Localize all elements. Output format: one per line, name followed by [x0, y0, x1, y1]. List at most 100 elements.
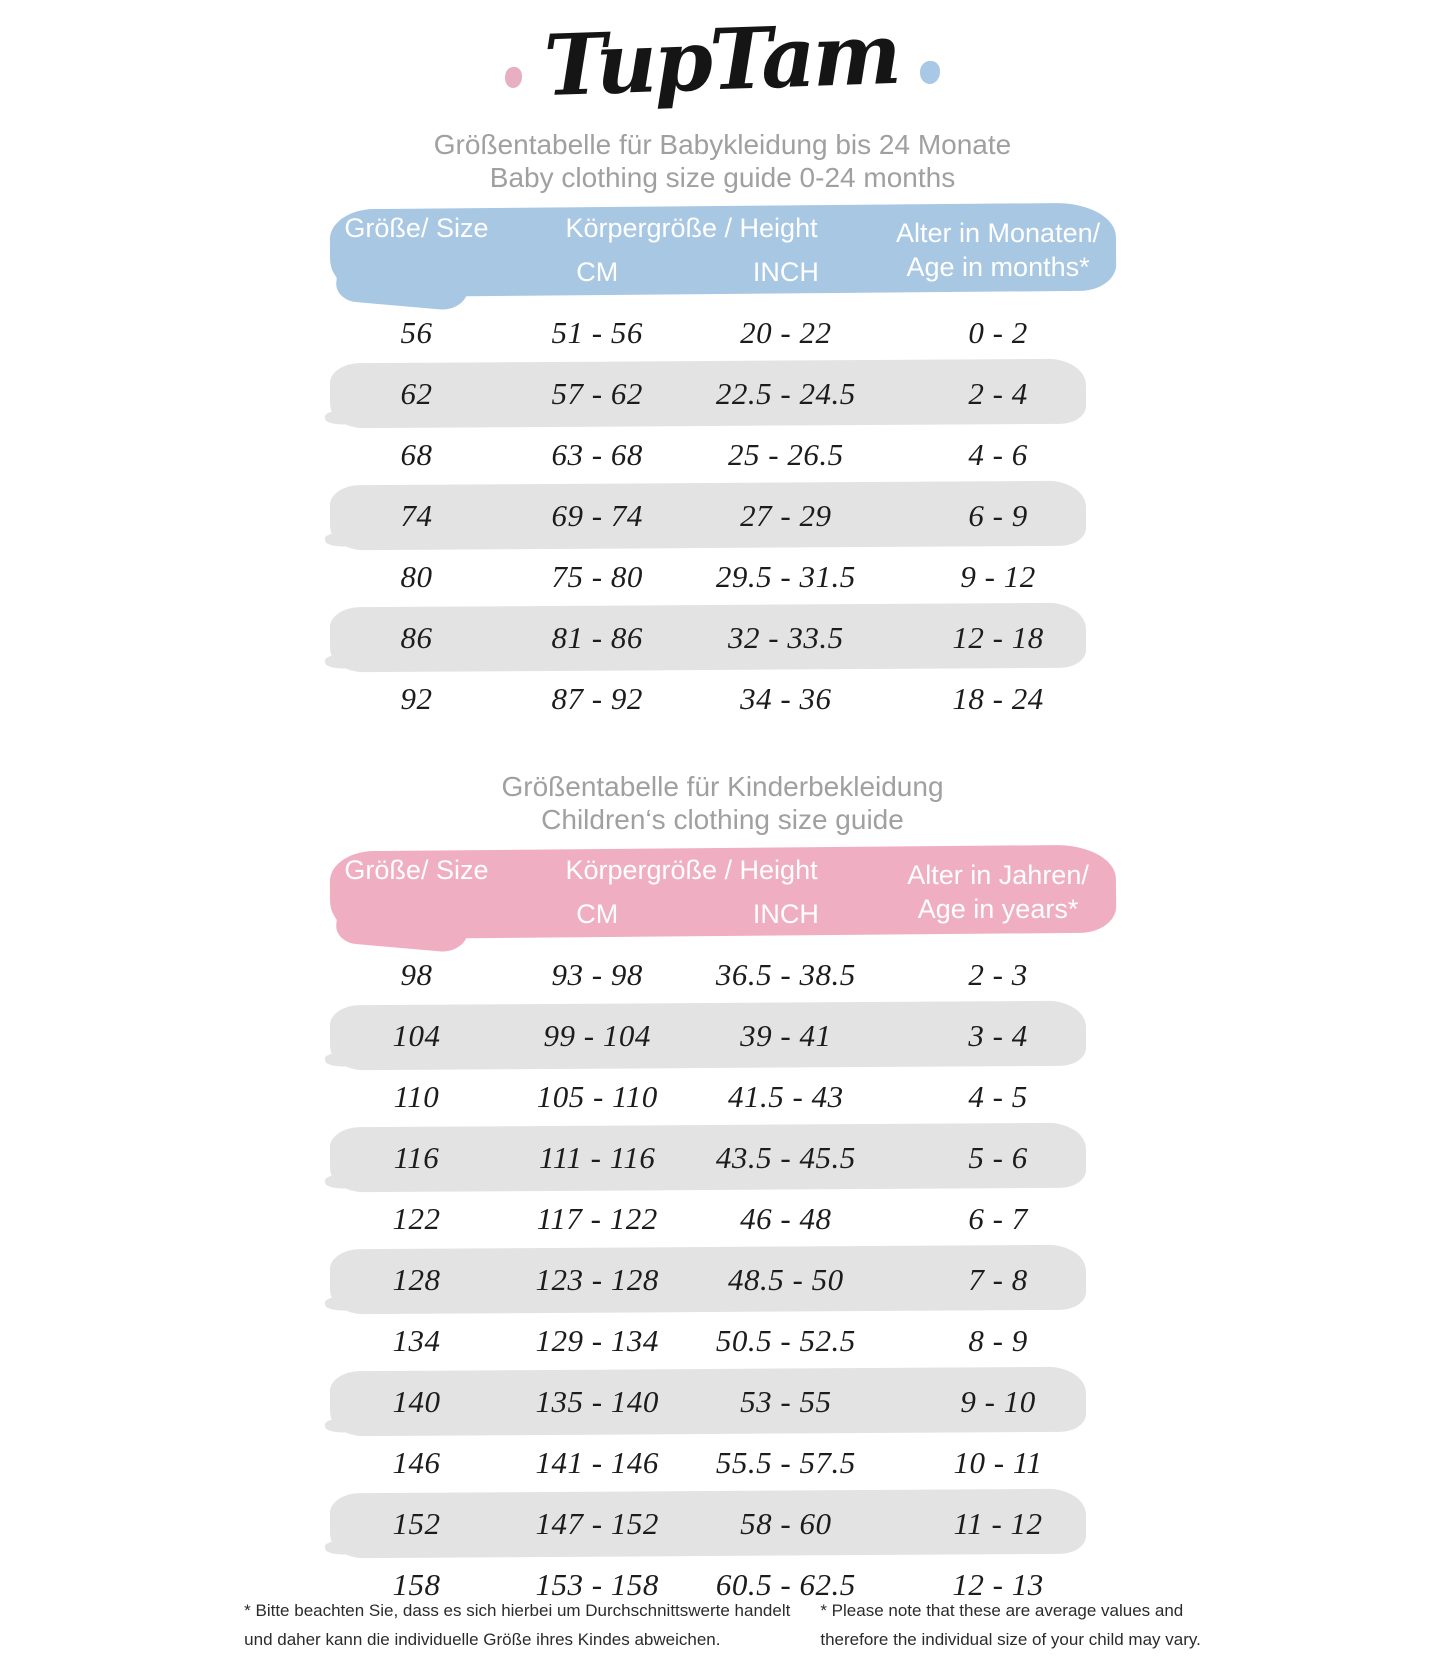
table-row: 134 129 - 134 50.5 - 52.5 8 - 9: [330, 1310, 1116, 1371]
age-cell: 7 - 8: [968, 1261, 1028, 1297]
inch-cell: 22.5 - 24.5: [715, 375, 856, 411]
size-cell: 62: [400, 375, 433, 411]
size-cell: 74: [400, 497, 433, 533]
inch-cell: 60.5 - 62.5: [715, 1566, 856, 1602]
baby-table-title: Größentabelle für Babykleidung bis 24 Mo…: [0, 128, 1445, 194]
size-cell: 56: [400, 314, 433, 350]
age-cell: 8 - 9: [968, 1322, 1028, 1358]
header-inch-label: INCH: [752, 898, 819, 929]
size-cell: 134: [392, 1322, 441, 1358]
children-table-title: Größentabelle für Kinderbekleidung Child…: [0, 770, 1445, 836]
table-row: 146 141 - 146 55.5 - 57.5 10 - 11: [330, 1432, 1116, 1493]
age-cell: 10 - 11: [953, 1444, 1043, 1480]
age-cell: 9 - 12: [960, 558, 1036, 594]
children-size-table: Größe/ Size Körpergröße / Height CM INCH…: [330, 848, 1116, 1615]
header-age-label: Alter in Jahren/ Age in years*: [907, 860, 1089, 924]
table-row: 98 93 - 98 36.5 - 38.5 2 - 3: [330, 944, 1116, 1005]
footnote-german: * Bitte beachten Sie, dass es sich hierb…: [244, 1601, 791, 1649]
header-cm-label: CM: [576, 898, 619, 929]
cm-cell: 81 - 86: [551, 619, 643, 655]
blue-dot-icon: [920, 61, 941, 84]
inch-cell: 29.5 - 31.5: [715, 558, 856, 594]
footnote-english: * Please note that these are average val…: [820, 1601, 1201, 1649]
baby-table-title-en: Baby clothing size guide 0-24 months: [489, 162, 956, 193]
size-cell: 92: [400, 680, 433, 716]
age-cell: 2 - 4: [968, 375, 1028, 411]
cm-cell: 75 - 80: [551, 558, 643, 594]
size-cell: 122: [392, 1200, 441, 1236]
table-row: 104 99 - 104 39 - 41 3 - 4: [330, 1005, 1116, 1066]
header-height-label: Körpergröße / Height: [565, 212, 818, 243]
age-cell: 3 - 4: [968, 1017, 1028, 1053]
cm-cell: 93 - 98: [551, 956, 643, 992]
header-cm-label: CM: [576, 256, 619, 287]
size-cell: 158: [392, 1566, 441, 1602]
age-cell: 0 - 2: [968, 314, 1028, 350]
size-cell: 152: [392, 1505, 441, 1541]
cm-cell: 63 - 68: [551, 436, 643, 472]
cm-cell: 87 - 92: [551, 680, 643, 716]
age-cell: 6 - 7: [968, 1200, 1028, 1236]
brand-logo-text: TupTam: [542, 3, 900, 116]
inch-cell: 41.5 - 43: [728, 1078, 844, 1114]
brand-logo: TupTam: [0, 4, 1445, 115]
inch-cell: 39 - 41: [740, 1017, 832, 1053]
inch-cell: 25 - 26.5: [728, 436, 844, 472]
header-inch-label: INCH: [752, 256, 819, 287]
age-cell: 4 - 6: [968, 436, 1028, 472]
age-cell: 18 - 24: [952, 680, 1044, 716]
table-row: 74 69 - 74 27 - 29 6 - 9: [330, 485, 1116, 546]
inch-cell: 50.5 - 52.5: [715, 1322, 856, 1358]
age-cell: 2 - 3: [968, 956, 1028, 992]
cm-cell: 51 - 56: [551, 314, 643, 350]
children-table-title-de: Größentabelle für Kinderbekleidung: [501, 771, 944, 802]
header-height-label: Körpergröße / Height: [565, 854, 818, 885]
footnotes: * Bitte beachten Sie, dass es sich hierb…: [0, 1596, 1445, 1654]
cm-cell: 141 - 146: [535, 1444, 659, 1480]
size-cell: 104: [392, 1017, 441, 1053]
age-cell: 12 - 18: [952, 619, 1044, 655]
header-size-label: Größe/ Size: [344, 854, 489, 885]
cm-cell: 123 - 128: [535, 1261, 659, 1297]
size-cell: 116: [393, 1139, 440, 1175]
cm-cell: 57 - 62: [551, 375, 643, 411]
size-cell: 98: [400, 956, 433, 992]
cm-cell: 117 - 122: [536, 1200, 658, 1236]
table-row: 86 81 - 86 32 - 33.5 12 - 18: [330, 607, 1116, 668]
table-row: 62 57 - 62 22.5 - 24.5 2 - 4: [330, 363, 1116, 424]
cm-cell: 153 - 158: [535, 1566, 659, 1602]
baby-size-table: Größe/ Size Körpergröße / Height CM INCH…: [330, 206, 1116, 729]
cm-cell: 69 - 74: [551, 497, 643, 533]
table-row: 56 51 - 56 20 - 22 0 - 2: [330, 302, 1116, 363]
inch-cell: 43.5 - 45.5: [715, 1139, 856, 1175]
table-row: 92 87 - 92 34 - 36 18 - 24: [330, 668, 1116, 729]
baby-table-title-de: Größentabelle für Babykleidung bis 24 Mo…: [433, 129, 1012, 160]
size-cell: 86: [400, 619, 433, 655]
size-cell: 128: [392, 1261, 441, 1297]
size-cell: 68: [400, 436, 433, 472]
table-row: 110 105 - 110 41.5 - 43 4 - 5: [330, 1066, 1116, 1127]
cm-cell: 111 - 116: [539, 1139, 656, 1175]
table-row: 158 153 - 158 60.5 - 62.5 12 - 13: [330, 1554, 1116, 1615]
table-row: 80 75 - 80 29.5 - 31.5 9 - 12: [330, 546, 1116, 607]
table-row: 68 63 - 68 25 - 26.5 4 - 6: [330, 424, 1116, 485]
cm-cell: 105 - 110: [536, 1078, 658, 1114]
inch-cell: 46 - 48: [740, 1200, 832, 1236]
inch-cell: 36.5 - 38.5: [715, 956, 856, 992]
baby-table-header: Größe/ Size Körpergröße / Height CM INCH…: [330, 206, 1116, 294]
header-age-label: Alter in Monaten/ Age in months*: [896, 218, 1101, 282]
pink-dot-icon: [504, 67, 522, 88]
table-row: 128 123 - 128 48.5 - 50 7 - 8: [330, 1249, 1116, 1310]
table-row: 152 147 - 152 58 - 60 11 - 12: [330, 1493, 1116, 1554]
children-table-header: Größe/ Size Körpergröße / Height CM INCH…: [330, 848, 1116, 936]
inch-cell: 20 - 22: [740, 314, 832, 350]
inch-cell: 34 - 36: [740, 680, 832, 716]
age-cell: 4 - 5: [968, 1078, 1028, 1114]
inch-cell: 32 - 33.5: [728, 619, 844, 655]
cm-cell: 99 - 104: [543, 1017, 651, 1053]
inch-cell: 48.5 - 50: [728, 1261, 844, 1297]
cm-cell: 147 - 152: [535, 1505, 659, 1541]
table-row: 116 111 - 116 43.5 - 45.5 5 - 6: [330, 1127, 1116, 1188]
age-cell: 9 - 10: [960, 1383, 1036, 1419]
